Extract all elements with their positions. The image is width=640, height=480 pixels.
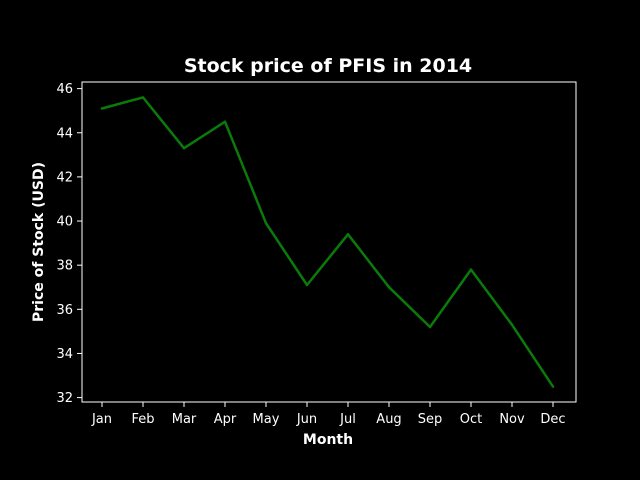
y-tick-label: 40 xyxy=(56,215,73,230)
data-point xyxy=(100,107,104,110)
data-point xyxy=(182,147,186,150)
data-point xyxy=(346,233,350,236)
x-tick-label: Mar xyxy=(172,412,197,427)
y-tick-label: 36 xyxy=(56,303,73,318)
data-point xyxy=(387,286,391,289)
y-tick-label: 32 xyxy=(56,391,73,406)
plot-area-frame xyxy=(81,81,577,403)
data-point xyxy=(264,222,268,225)
series-lines xyxy=(100,96,555,388)
data-point xyxy=(141,96,145,99)
series-line xyxy=(100,96,555,388)
x-tick-label: Sep xyxy=(418,412,443,427)
y-tick-label: 38 xyxy=(56,259,73,274)
x-tick-label: Dec xyxy=(540,412,565,427)
data-point xyxy=(223,120,227,123)
x-tick-label: Apr xyxy=(214,412,237,427)
data-point xyxy=(551,385,555,388)
y-tick-label: 44 xyxy=(56,126,73,141)
x-tick-label: Jan xyxy=(91,412,112,427)
data-point xyxy=(305,283,309,287)
x-tick-label: Jun xyxy=(296,412,317,427)
data-point xyxy=(469,268,473,271)
x-tick-label: Feb xyxy=(131,412,154,427)
data-point xyxy=(510,323,514,326)
x-tick-label: Jul xyxy=(339,412,356,427)
x-tick-label: Nov xyxy=(499,412,525,427)
x-axis-label: Month xyxy=(303,432,353,448)
y-tick-label: 34 xyxy=(56,347,73,362)
x-tick-label: Aug xyxy=(376,412,401,427)
x-tick-label: Oct xyxy=(460,412,482,427)
x-axis-ticks: Jan Feb Mar Apr May Jun Jul Aug Sep Oct Nov Dec xyxy=(91,402,566,427)
x-tick-label: May xyxy=(253,412,280,427)
chart-title: Stock price of PFIS in 2014 xyxy=(184,55,472,77)
y-tick-label: 42 xyxy=(56,170,73,185)
y-tick-label: 46 xyxy=(56,82,73,97)
data-point xyxy=(428,325,432,329)
y-axis-label: Price of Stock (USD) xyxy=(31,162,47,322)
y-axis-ticks: 32 34 36 38 40 42 44 46 xyxy=(56,82,82,406)
